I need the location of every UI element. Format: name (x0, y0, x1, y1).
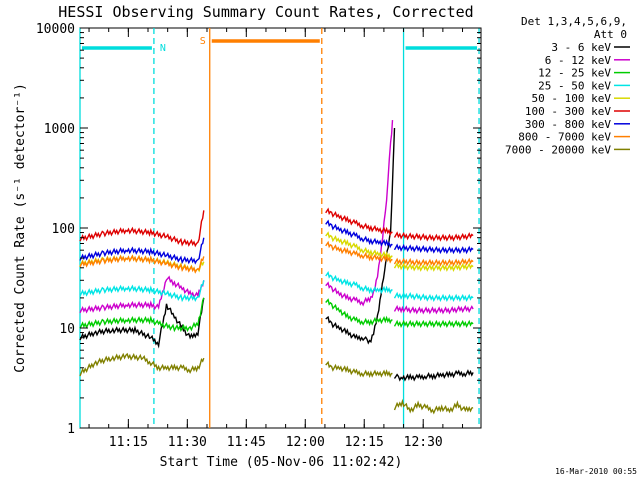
legend-label-4: 50 - 100 keV (532, 92, 612, 105)
series-line-2-1 (325, 298, 393, 327)
legend-label-1: 6 - 12 keV (545, 54, 612, 67)
series-line-6-1 (325, 219, 393, 249)
series-line-7-2 (393, 257, 474, 267)
series-line-5-2 (393, 231, 474, 242)
series-line-4-2 (393, 261, 474, 272)
x-tick-label: 12:00 (286, 435, 325, 450)
series-line-4-1 (325, 231, 393, 261)
x-tick-label: 11:30 (168, 435, 207, 450)
chart-title: HESSI Observing Summary Count Rates, Cor… (58, 3, 473, 21)
night-label: N (160, 43, 166, 54)
series-line-0-2 (393, 369, 474, 382)
legend-label-6: 300 - 800 keV (525, 118, 611, 131)
plot-area (79, 27, 482, 429)
y-axis: 1 10 100 1000 10000 (36, 22, 481, 437)
series-line-2-0 (79, 297, 205, 333)
series-line-5-1 (325, 207, 393, 237)
legend-label-5: 100 - 300 keV (525, 105, 611, 118)
series-group (79, 120, 474, 415)
series-line-3-1 (325, 271, 393, 295)
legend-label-3: 25 - 50 keV (538, 79, 611, 92)
legend-label-8: 7000 - 20000 keV (505, 143, 611, 156)
series-line-6-0 (79, 237, 205, 265)
series-line-8-0 (79, 352, 205, 377)
series-line-6-2 (393, 243, 474, 255)
y-axis-label: Corrected Count Rate (s⁻¹ detector⁻¹) (13, 83, 28, 373)
series-line-1-2 (393, 304, 474, 315)
series-line-1-0 (79, 275, 205, 314)
footer-timestamp: 16-Mar-2010 00:55 (555, 467, 637, 476)
x-tick-label: 12:30 (404, 435, 443, 450)
series-line-0-1 (325, 127, 396, 345)
event-bars: NS (82, 36, 478, 54)
x-tick-label: 11:15 (109, 435, 148, 450)
y-tick-label: 1 (67, 422, 75, 437)
x-tick-label: 11:45 (227, 435, 266, 450)
y-tick-label: 1000 (44, 122, 75, 137)
legend-label-2: 12 - 25 keV (538, 67, 611, 80)
plot-frame (79, 27, 482, 429)
series-line-7-0 (79, 254, 205, 274)
legend-header-line-1: Det 1,3,4,5,6,9, (521, 15, 627, 28)
series-line-8-2 (393, 398, 474, 415)
saa-label: S (200, 36, 206, 47)
y-tick-label: 10 (59, 322, 75, 337)
series-line-2-2 (393, 319, 474, 329)
event-lines (79, 28, 480, 428)
x-axis-label: Start Time (05-Nov-06 11:02:42) (160, 455, 403, 470)
legend-label-0: 3 - 6 keV (551, 41, 611, 54)
legend-label-7: 800 - 7000 keV (518, 131, 611, 144)
x-tick-label: 12:15 (345, 435, 384, 450)
series-line-5-0 (79, 210, 205, 248)
legend-header-line-2: Att 0 (594, 28, 627, 41)
x-axis: 11:15 11:30 11:45 12:00 12:15 12:30 (88, 28, 464, 450)
series-line-7-1 (325, 240, 393, 264)
series-line-0-0 (79, 297, 205, 349)
y-tick-label: 10000 (36, 22, 75, 37)
series-line-3-0 (79, 280, 205, 303)
series-line-3-2 (393, 291, 474, 303)
series-line-8-1 (325, 360, 393, 379)
y-tick-label: 100 (52, 222, 75, 237)
